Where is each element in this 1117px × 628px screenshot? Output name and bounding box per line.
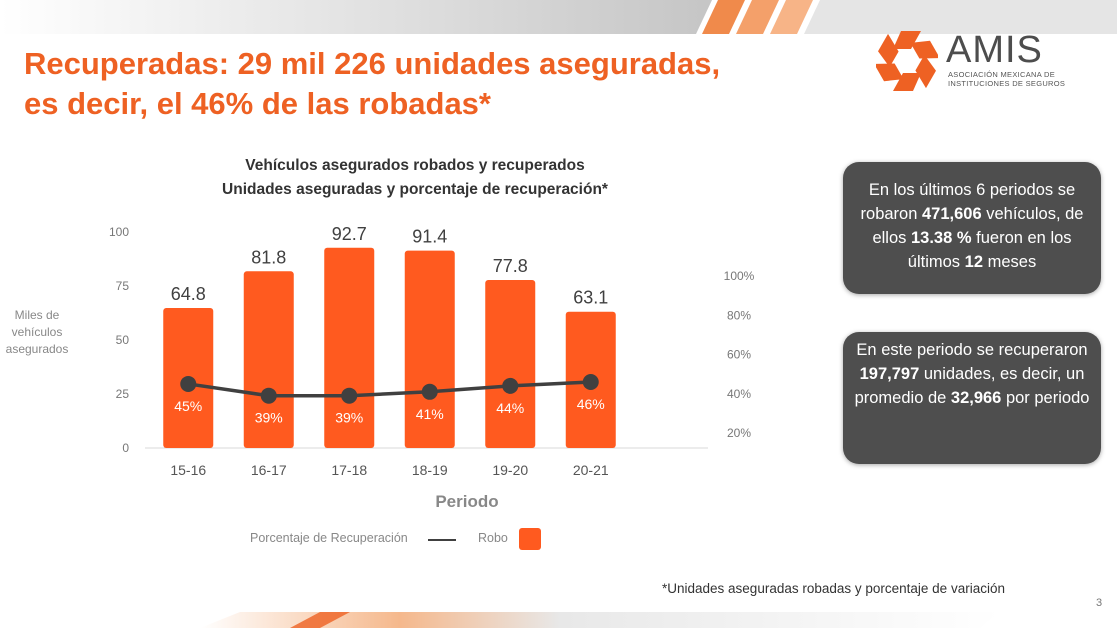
bar-value-label-16-17: 81.8 <box>251 247 286 267</box>
info-box-1-text-4: 13.38 % <box>911 229 972 247</box>
amis-logo: AMIS Asociación Mexicana de Institucione… <box>876 30 1076 96</box>
y2-axis-tick-label: 40% <box>727 387 751 401</box>
y2-axis-tick-label: 100% <box>724 269 755 283</box>
logo-name: AMIS <box>946 29 1043 71</box>
line-recovery-percentage <box>187 380 591 398</box>
bar-robo-18-19 <box>404 250 455 448</box>
y-axis-tick-label: 75 <box>116 279 130 293</box>
point-recovery-17-18 <box>341 387 358 404</box>
slide-title-line-1: Recuperadas: 29 mil 226 unidades asegura… <box>24 46 721 81</box>
info-box-2-text-5: por periodo <box>1001 389 1090 407</box>
x-axis-tick-label: 16-17 <box>251 462 287 478</box>
info-box-2-text-3: unidades, es decir, un promedio de <box>854 365 1085 407</box>
info-box-1-text-5: fueron en los últimos <box>907 229 1072 271</box>
y-axis-tick-label: 0 <box>122 441 129 455</box>
info-box-2-text-4: 32,966 <box>950 389 1002 407</box>
info-box-1-text-6: 12 <box>964 253 984 271</box>
info-box-recovered-summary: En este periodo se recuperaron 197,797 u… <box>843 332 1101 464</box>
y2-axis-tick-label: 60% <box>727 348 751 362</box>
point-label-recovery-17-18: 39% <box>335 410 363 426</box>
y-axis-tick-label: 100 <box>109 225 129 239</box>
bottom-decorative-bar <box>200 612 1000 628</box>
x-axis-tick-label: 17-18 <box>331 462 367 478</box>
bar-robo-16-17 <box>243 271 294 448</box>
point-recovery-15-16 <box>180 375 197 392</box>
point-recovery-18-19 <box>421 383 438 400</box>
info-box-1-text-3: vehículos, de ellos <box>872 205 1084 247</box>
logo-subtitle: Asociación Mexicana de Instituciones de … <box>948 70 1065 88</box>
point-recovery-19-20 <box>502 377 519 394</box>
footnote: *Unidades aseguradas robadas y porcentaj… <box>662 581 1005 596</box>
legend-item-recovery-percentage: Porcentaje de Recuperación <box>250 531 408 545</box>
bar-value-label-17-18: 92.7 <box>332 224 367 244</box>
point-recovery-16-17 <box>260 387 277 404</box>
chart-title: Vehículos asegurados robados y recuperad… <box>160 154 670 202</box>
bar-value-label-19-20: 77.8 <box>493 256 528 276</box>
page-number: 3 <box>1096 597 1103 609</box>
bar-value-label-15-16: 64.8 <box>171 284 206 304</box>
bar-robo-17-18 <box>324 247 375 448</box>
bar-value-label-20-21: 63.1 <box>573 288 608 308</box>
y-axis-tick-label: 50 <box>116 333 130 347</box>
slide-title-line-2: es decir, el 46% de las robadas* <box>24 86 491 121</box>
info-box-2-text-1: En este periodo se recuperaron <box>856 341 1088 359</box>
bar-robo-19-20 <box>485 279 536 448</box>
point-label-recovery-18-19: 41% <box>416 406 444 422</box>
x-axis-tick-label: 20-21 <box>573 462 609 478</box>
y2-axis-tick-label: 20% <box>727 426 751 440</box>
info-box-2-text-2: 197,797 <box>859 365 920 383</box>
chart-title-line-1: Vehículos asegurados robados y recuperad… <box>245 157 585 174</box>
x-axis-tick-label: 15-16 <box>170 462 206 478</box>
logo-subtitle-line-2: Instituciones de Seguros <box>948 79 1066 88</box>
chart-title-line-2: Unidades aseguradas y porcentaje de recu… <box>222 181 608 198</box>
y2-axis-tick-label: 80% <box>727 308 751 322</box>
point-label-recovery-15-16: 45% <box>174 398 202 414</box>
bar-value-label-18-19: 91.4 <box>412 227 447 247</box>
point-recovery-20-21 <box>582 373 599 390</box>
y-axis-tick-label: 25 <box>116 387 130 401</box>
info-box-1-text-7: meses <box>983 253 1037 271</box>
top-decorative-bar <box>0 0 1117 34</box>
info-box-1-text-2: 471,606 <box>922 205 982 223</box>
legend-item-robo: Robo <box>478 531 508 545</box>
legend-bar-swatch <box>519 528 541 550</box>
x-axis-tick-label: 19-20 <box>492 462 528 478</box>
legend-line-swatch <box>428 539 456 541</box>
x-axis-tick-label: 18-19 <box>412 462 448 478</box>
chart-y-axis-label: Miles de vehículos asegurados <box>5 308 69 356</box>
logo-subtitle-line-1: Asociación Mexicana de <box>948 70 1056 79</box>
point-label-recovery-19-20: 44% <box>496 400 524 416</box>
info-box-stolen-summary: En los últimos 6 periodos se robaron 471… <box>843 162 1101 294</box>
point-label-recovery-16-17: 39% <box>255 410 283 426</box>
slide-title: Recuperadas: 29 mil 226 unidades asegura… <box>24 44 720 124</box>
chart-x-axis-label: Periodo <box>435 492 499 511</box>
point-label-recovery-20-21: 46% <box>577 396 605 412</box>
amis-logo-icon <box>876 31 938 91</box>
info-box-1-text-1: En los últimos 6 periodos se robaron <box>860 181 1076 223</box>
